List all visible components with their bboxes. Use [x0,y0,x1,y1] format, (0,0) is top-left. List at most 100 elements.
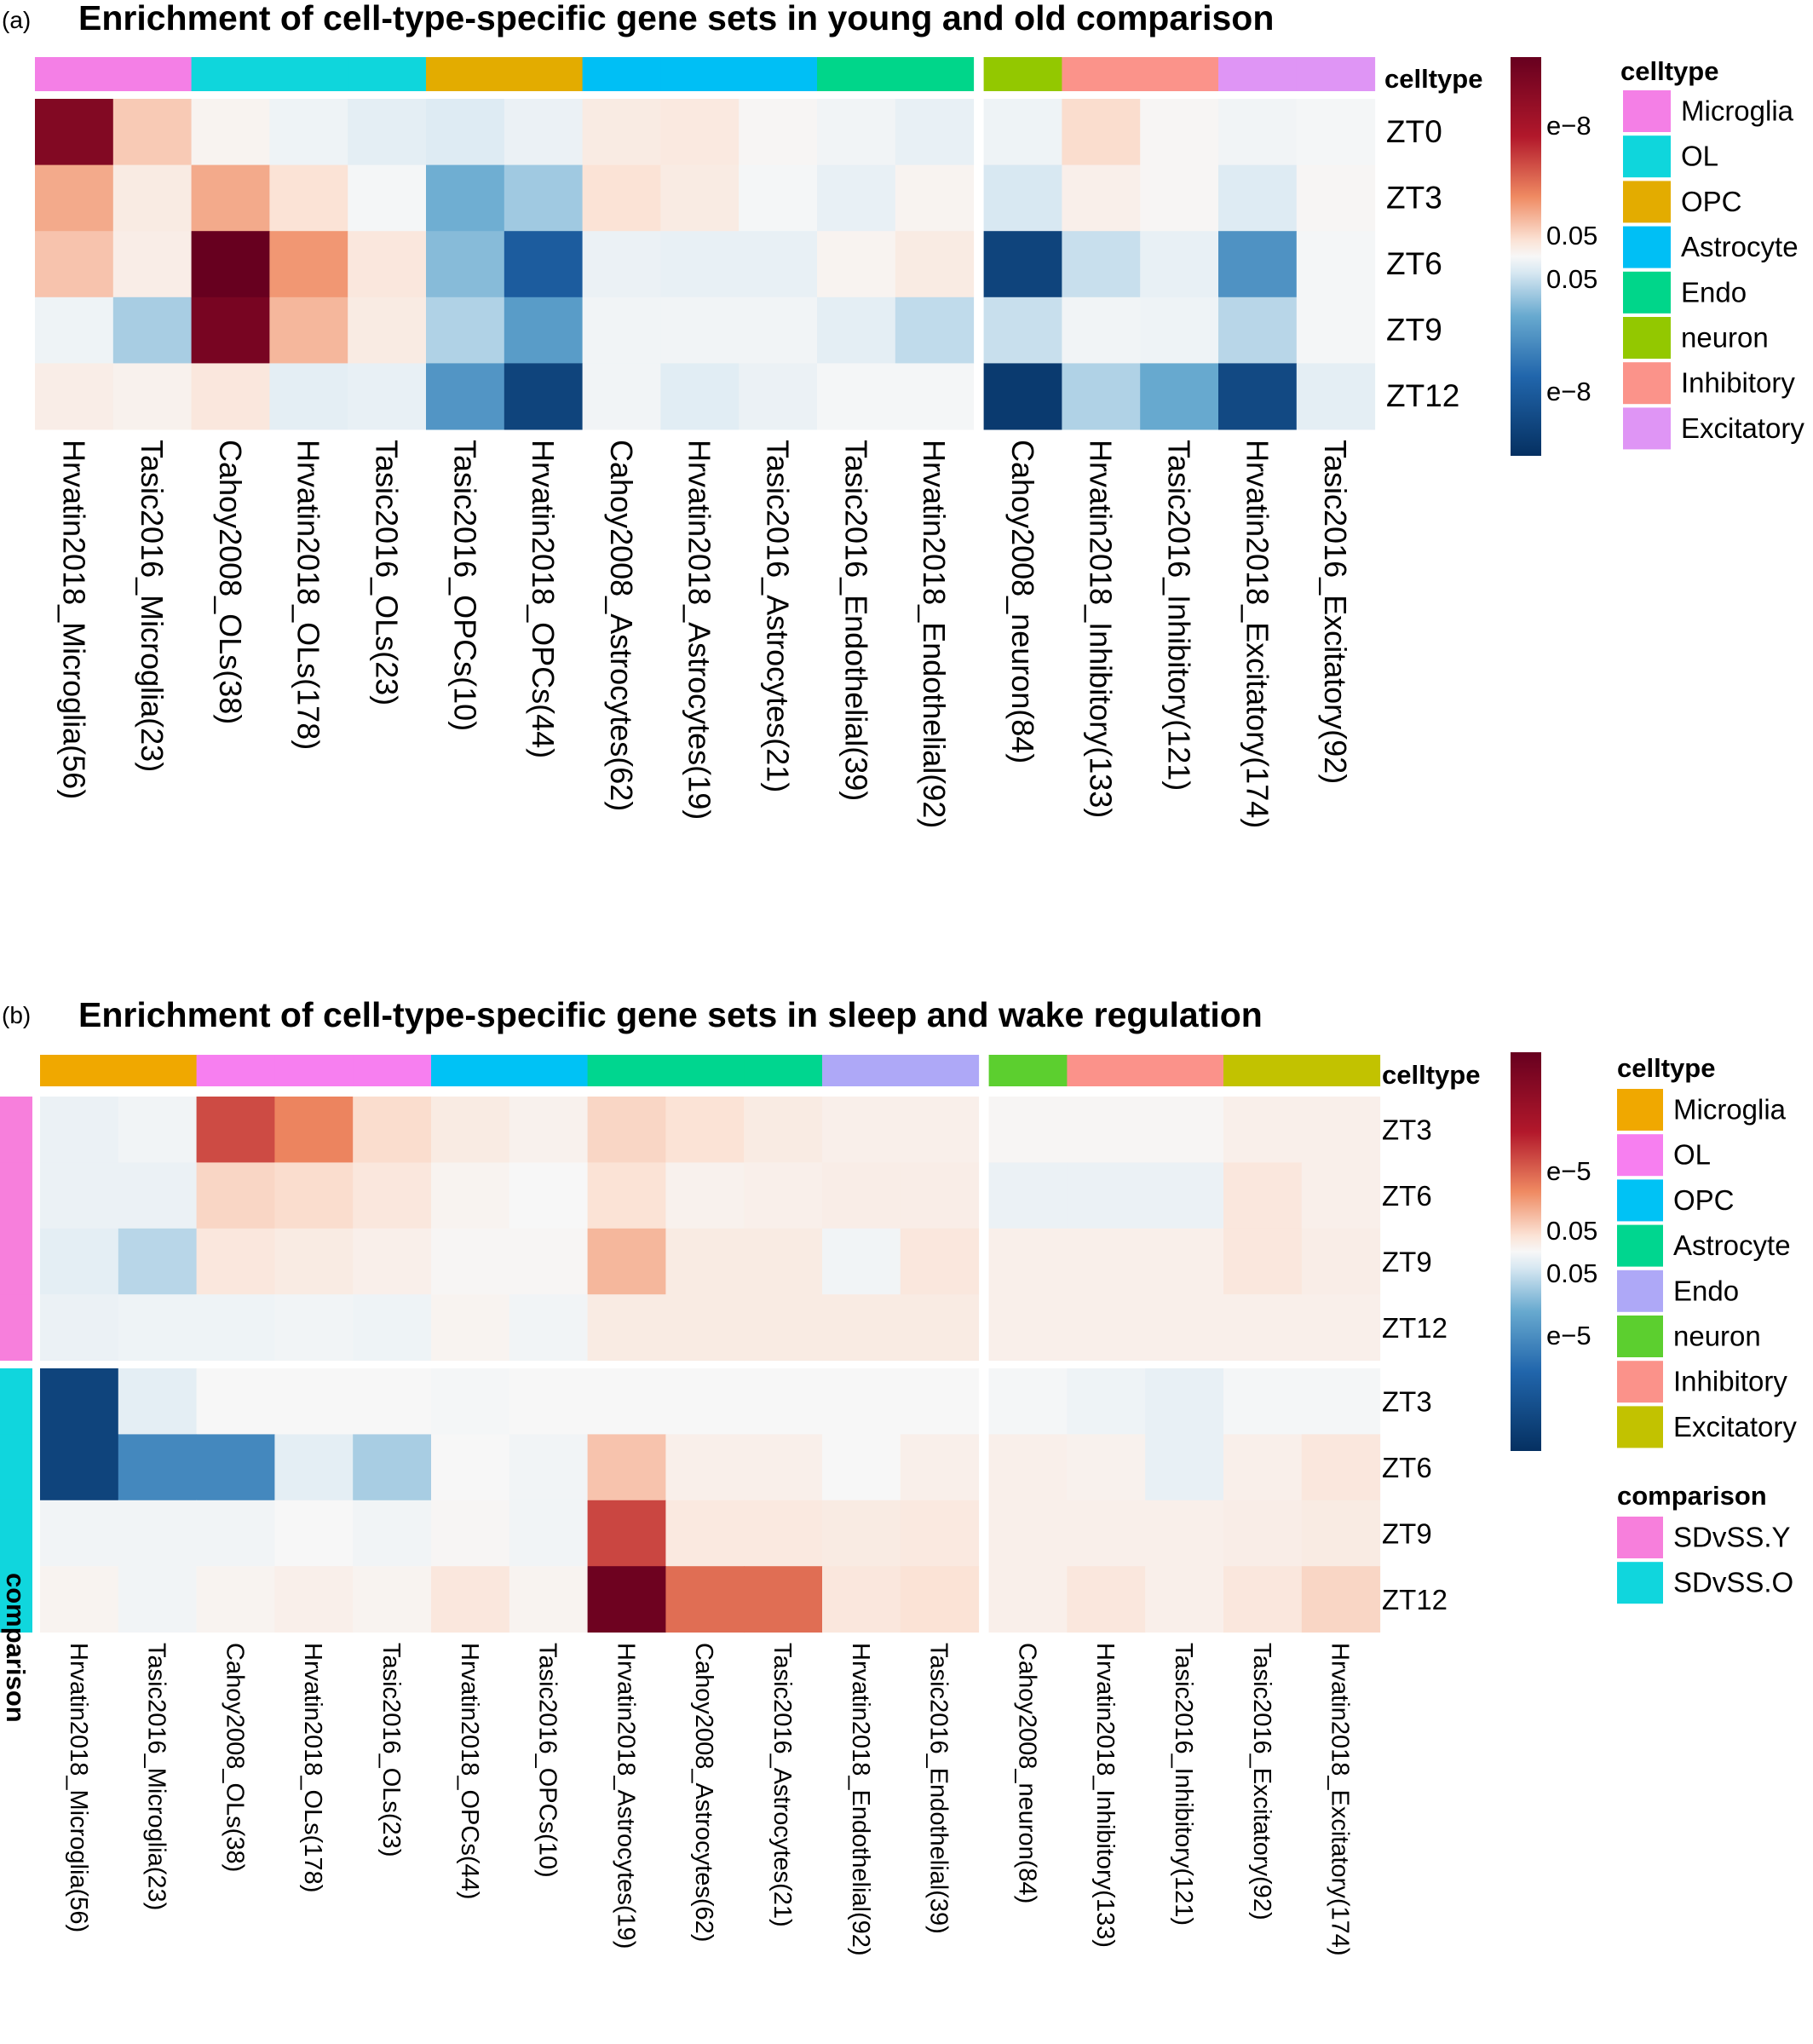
column-label: Tasic2016_Astrocytes(21) [761,440,796,792]
heatmap-cell [112,363,193,430]
comparison-bar-cell [0,1368,32,1435]
heatmap-cell [1145,1434,1224,1501]
heatmap-cell [191,231,270,298]
column-label: Hrvatin2018_OPCs(44) [526,440,561,758]
heatmap-cell [118,1500,198,1567]
heatmap-cell [817,297,896,364]
heatmap-cell [822,1097,901,1163]
heatmap-cell [269,99,348,166]
heatmap-cell [504,99,584,166]
row-label: ZT12 [1386,378,1459,413]
heatmap-cell [40,1294,119,1362]
legend-label: OL [1673,1139,1711,1171]
legend-label: SDvSS.Y [1673,1522,1791,1553]
column-label: Tasic2016_Excitatory(92) [1248,1643,1275,1920]
heatmap-cell [353,1434,432,1501]
heatmap-cell [112,297,193,364]
column-label: Tasic2016_Endothelial(39) [838,440,873,801]
heatmap-cell [665,1566,745,1633]
heatmap-cell [822,1294,901,1362]
heatmap-cell [1062,363,1141,430]
heatmap-cell [1145,1294,1224,1362]
comparison-bar-cell [0,1228,32,1295]
heatmap-cell [196,1228,275,1295]
heatmap-cell [353,1294,432,1362]
heatmap-cell [660,231,740,298]
legend-swatch [1617,1562,1663,1604]
column-label: Hrvatin2018_Endothelial(92) [917,440,952,828]
heatmap-cell [196,1434,275,1501]
heatmap-cell [739,297,818,364]
heatmap-cell [1067,1434,1146,1501]
heatmap-cell [274,1368,354,1435]
heatmap-cell [353,1566,432,1633]
row-label: ZT9 [1386,313,1442,348]
heatmap-cell [274,1566,354,1633]
heatmap-cell [274,1097,354,1163]
heatmap-cell [988,1500,1068,1567]
row-label: ZT3 [1386,180,1442,215]
heatmap-cell [822,1500,901,1567]
heatmap-cell [587,1500,666,1567]
celltype-bar-cell [269,57,348,91]
heatmap-cell [665,1434,745,1501]
heatmap-cell [1296,99,1376,166]
heatmap-cell [744,1097,823,1163]
heatmap-cell [1223,1228,1303,1295]
heatmap-cell [191,164,270,232]
heatmap-cell [988,1434,1068,1501]
heatmap-cell [744,1500,823,1567]
celltype-bar-cell [1223,1055,1303,1086]
heatmap-cell [1296,297,1376,364]
column-label: Cahoy2008_Astrocytes(62) [604,440,639,811]
heatmap-cell [431,1294,510,1362]
panel-a-legend: Microglia OL OPC Astrocyte Endo neuron Inhibit… [1623,90,1804,450]
heatmap-cell [1140,231,1219,298]
heatmap-cell [35,164,114,232]
heatmap-cell [269,231,348,298]
column-label: Cahoy2008_Astrocytes(62) [690,1643,717,1942]
heatmap-cell [744,1228,823,1295]
row-label: ZT0 [1386,114,1442,149]
heatmap-cell [900,1566,980,1633]
heatmap-cell [895,99,975,166]
heatmap-cell [35,363,114,430]
legend-label: Inhibitory [1681,367,1795,399]
heatmap-cell [1140,164,1219,232]
celltype-bar-cell [118,1055,198,1086]
heatmap-cell [504,363,584,430]
panel-b-celltype-header: celltype [1382,1060,1480,1090]
celltype-bar-cell [35,57,114,91]
heatmap-cell [431,1368,510,1435]
heatmap-cell [1145,1368,1224,1435]
celltype-bar-cell [191,57,270,91]
heatmap-cell [504,231,584,298]
heatmap-cell [822,1566,901,1633]
heatmap-cell [582,164,661,232]
heatmap-cell [509,1434,589,1501]
heatmap-cell [353,1162,432,1229]
heatmap-cell [40,1500,119,1567]
heatmap-cell [196,1097,275,1163]
heatmap-cell [196,1162,275,1229]
heatmap-cell [191,99,270,166]
panel-b-colorbar-midup-label: 0.05 [1546,1216,1597,1246]
panel-b-row-axis-label: comparison [1,1573,31,1723]
heatmap-cell [353,1500,432,1567]
comparison-bar-cell [0,1294,32,1362]
column-label: Tasic2016_Excitatory(92) [1318,440,1353,784]
celltype-bar-cell [509,1055,589,1086]
heatmap-cell [269,297,348,364]
celltype-bar-cell [1218,57,1298,91]
heatmap-cell [1223,1097,1303,1163]
heatmap-cell [900,1294,980,1362]
heatmap-cell [35,99,114,166]
column-label: Cahoy2008_OLs(38) [221,1643,248,1872]
legend-swatch [1623,407,1671,450]
heatmap-cell [196,1368,275,1435]
legend-label: neuron [1681,322,1769,354]
heatmap-cell [1062,297,1141,364]
legend-swatch [1623,317,1671,359]
panel-b-comparison-legend-title: comparison [1617,1481,1767,1511]
heatmap-cell [353,1097,432,1163]
